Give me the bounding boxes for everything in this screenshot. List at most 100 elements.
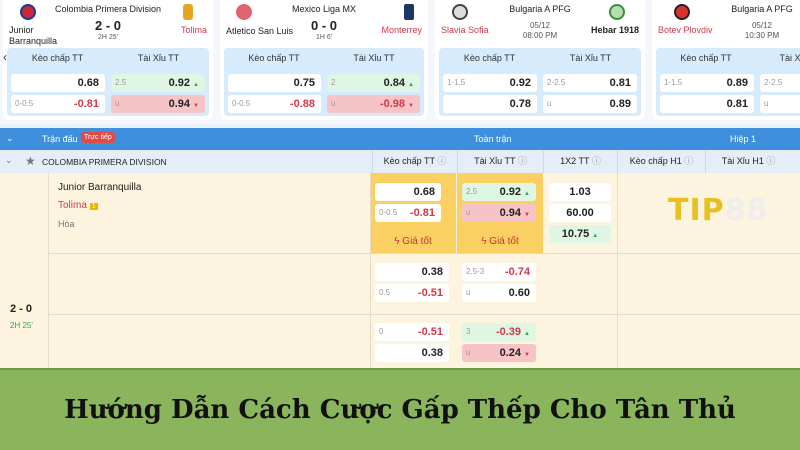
over-under-label: Tài Xỉu TT xyxy=(353,53,395,63)
odds-cell[interactable]: 0-0.5 -0.88 xyxy=(228,95,321,113)
odds-cell[interactable]: u 0.24 ▼ xyxy=(462,344,536,362)
handicap-label: Kèo chấp TT xyxy=(31,53,84,63)
odds-cell[interactable]: 2-2.5 xyxy=(760,74,800,92)
score: 2 - 0 xyxy=(94,18,121,33)
team-logo-icon xyxy=(674,4,690,20)
team-logo-icon xyxy=(452,4,468,20)
away-team[interactable]: Tolima xyxy=(58,200,87,211)
line: 0-0.5 xyxy=(232,99,251,108)
scroll-left-button[interactable]: ‹ xyxy=(3,50,7,64)
odds-cell[interactable]: 0.38 xyxy=(375,263,449,281)
col-label: Tài Xỉu H1 xyxy=(721,156,764,166)
odds-cell[interactable]: 0.68 xyxy=(11,74,105,92)
odds-cell[interactable]: 0-0.5 -0.81 xyxy=(375,204,441,222)
odds-value: -0.51 xyxy=(417,326,443,338)
odds-cell[interactable]: 2-2.5 0.81 xyxy=(543,74,637,92)
odds-panel: Kèo chấp TT Tài Xỉu TT 1-1.5 0.92 0.78 2-… xyxy=(439,48,641,116)
odds-cell[interactable]: u 0.89 xyxy=(543,95,637,113)
match-date: 05/12 10:30 PM xyxy=(712,21,800,41)
odds-cell[interactable]: 0-0.5 -0.81 xyxy=(11,95,105,113)
away-team: Hebar 1918 xyxy=(590,25,639,35)
odds-value: -0.51 xyxy=(417,287,443,299)
line: 2.5 xyxy=(466,187,478,196)
away-team-row: Tolima 1 xyxy=(58,200,98,211)
odds-cell[interactable]: u -0.98 ▼ xyxy=(327,95,420,113)
odds-cell[interactable]: 1-1.5 0.89 xyxy=(660,74,754,92)
line: u xyxy=(466,208,471,217)
lightning-icon: ϟ xyxy=(394,236,400,247)
odds-cell[interactable]: 1.03 xyxy=(549,183,611,201)
team-logo-icon xyxy=(183,4,193,20)
line: 2 xyxy=(331,78,336,87)
match-cards-strip: Colombia Primera Division Junior Barranq… xyxy=(0,0,800,124)
match-column-label: Trận đấu xyxy=(42,134,78,144)
odds-cell[interactable]: 10.75 ▲ xyxy=(549,225,611,243)
over-under-label: Tài Xỉu TT xyxy=(569,53,612,63)
home-team: Atletico San Luis xyxy=(226,26,294,36)
info-icon[interactable]: ⓘ xyxy=(437,156,447,166)
odds-value: 0.68 xyxy=(413,186,435,198)
collapse-icon[interactable]: ⌄ xyxy=(5,155,13,165)
odds-value: 0.89 xyxy=(726,77,748,89)
odds-cell[interactable]: 0.81 xyxy=(660,95,754,113)
odds-cell[interactable]: 3 -0.39 ▲ xyxy=(462,323,536,341)
arrow-up-icon: ▲ xyxy=(592,233,599,239)
info-icon[interactable]: ⓘ xyxy=(591,156,601,166)
info-icon[interactable]: ⓘ xyxy=(517,156,527,166)
odds-cell[interactable]: u 0.94 ▼ xyxy=(462,204,536,222)
line: 2-2.5 xyxy=(764,78,783,87)
match-date: 05/12 08:00 PM xyxy=(435,21,645,41)
line: 2-2.5 xyxy=(547,78,566,87)
odds-value: 0.94 xyxy=(168,98,191,110)
star-icon[interactable]: ★ xyxy=(25,154,36,168)
odds-value: 0.92 xyxy=(168,77,191,89)
match-card[interactable]: Colombia Primera Division Junior Barranq… xyxy=(3,0,213,120)
odds-cell[interactable]: 0.38 xyxy=(375,344,449,362)
col-over-under: Tài Xỉu TT ⓘ xyxy=(457,150,543,173)
collapse-icon[interactable]: ⌄ xyxy=(6,133,14,143)
best-price-button[interactable]: ϟ Giá tốt xyxy=(457,236,543,247)
match-card[interactable]: Bulgaria A PFG Botev Plovdiv 05/12 10:30 … xyxy=(652,0,800,120)
arrow-up-icon: ▲ xyxy=(408,82,414,88)
odds-value: 60.00 xyxy=(566,207,594,219)
line: 3 xyxy=(466,327,471,336)
col-handicap: Kèo chấp TT ⓘ xyxy=(372,150,457,173)
line: 0-0.5 xyxy=(15,99,34,108)
live-badge[interactable]: Trực tiếp xyxy=(81,132,115,143)
odds-cell[interactable]: u xyxy=(760,95,800,113)
line: 1-1.5 xyxy=(664,78,683,87)
line: 1-1.5 xyxy=(447,78,466,87)
odds-value: -0.98 xyxy=(379,98,406,110)
odds-cell[interactable]: u 0.60 xyxy=(462,284,536,302)
odds-cell[interactable]: u 0.94 ▼ xyxy=(111,95,205,113)
odds-cell[interactable]: 0.78 xyxy=(443,95,537,113)
match-card[interactable]: Mexico Liga MX Atletico San Luis Monterr… xyxy=(220,0,428,120)
col-over-under-h1: Tài Xỉu H1 ⓘ xyxy=(705,150,791,173)
arrow-down-icon: ▼ xyxy=(408,103,414,109)
line: u xyxy=(115,99,120,108)
kickoff-time: 08:00 PM xyxy=(522,31,558,40)
match-card[interactable]: Bulgaria A PFG Slavia Sofia Hebar 1918 0… xyxy=(435,0,645,120)
col-label: Kèo chấp TT xyxy=(383,156,435,166)
col-handicap-h1: Kèo chấp H1 ⓘ xyxy=(617,150,705,173)
odds-cell[interactable]: 1-1.5 0.92 xyxy=(443,74,537,92)
odds-cell[interactable]: 0.75 xyxy=(228,74,321,92)
odds-cell[interactable]: 2.5-3 -0.74 xyxy=(462,263,536,281)
info-icon[interactable]: ⓘ xyxy=(766,156,776,166)
info-icon[interactable]: ⓘ xyxy=(684,156,694,166)
odds-cell[interactable]: 2 0.84 ▲ xyxy=(327,74,420,92)
odds-cell[interactable]: 0 -0.51 xyxy=(375,323,449,341)
team-logo-icon xyxy=(609,4,625,20)
odds-cell[interactable]: 0.68 xyxy=(375,183,441,201)
odds-cell[interactable]: 0.5 -0.51 xyxy=(375,284,449,302)
line: u xyxy=(547,99,552,108)
best-price-button[interactable]: ϟ Giá tốt xyxy=(370,236,456,247)
odds-value: 0.89 xyxy=(609,98,631,110)
odds-cell[interactable]: 2.5 0.92 ▲ xyxy=(462,183,536,201)
odds-cell[interactable]: 2.5 0.92 ▲ xyxy=(111,74,205,92)
odds-value: -0.39 xyxy=(495,326,522,338)
line: u xyxy=(466,348,471,357)
over-under-label: Tài X xyxy=(779,53,800,63)
odds-cell[interactable]: 60.00 xyxy=(549,204,611,222)
home-team[interactable]: Junior Barranquilla xyxy=(58,182,142,193)
